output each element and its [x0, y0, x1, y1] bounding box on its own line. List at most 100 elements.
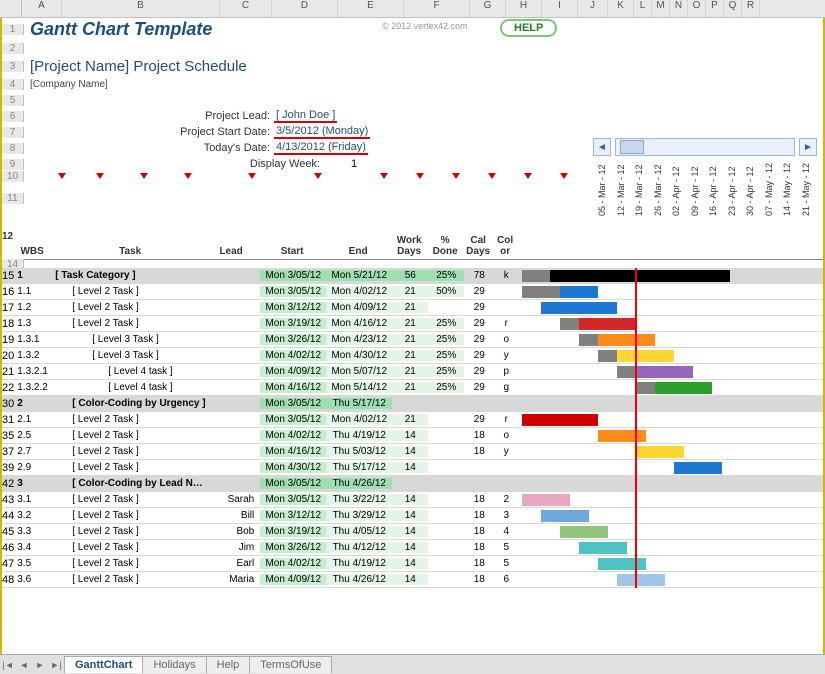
cell-color[interactable]: r [494, 318, 518, 329]
nav-slider[interactable] [615, 138, 795, 156]
cell-color[interactable]: o [494, 334, 518, 345]
cell-start[interactable]: Mon 3/05/12 [260, 270, 326, 281]
tab-nav-last[interactable]: ►| [48, 660, 64, 670]
cell-workdays[interactable]: 14 [392, 462, 428, 473]
cell-task[interactable]: [ Color-Coding by Lead Name ] [52, 478, 210, 489]
cell-wbs[interactable]: 3.4 [14, 542, 52, 553]
col-letter[interactable]: K [608, 0, 634, 17]
cell-end[interactable]: Mon 5/07/12 [326, 366, 392, 377]
tab-nav-next[interactable]: ► [32, 660, 48, 670]
table-row[interactable]: 433.1[ Level 2 Task ]SarahMon 3/05/12Thu… [2, 492, 823, 508]
cell-lead[interactable]: Bill [210, 510, 260, 521]
cell-end[interactable]: Thu 5/17/12 [326, 462, 392, 473]
cell-end[interactable]: Mon 4/09/12 [326, 302, 392, 313]
nav-slider-thumb[interactable] [620, 140, 644, 154]
col-letter[interactable]: F [404, 0, 470, 17]
display-week-value[interactable]: 1 [324, 158, 384, 170]
cell-task[interactable]: [ Level 2 Task ] [52, 318, 210, 329]
project-lead-value[interactable]: [ John Doe ] [274, 109, 337, 123]
cell-task[interactable]: [ Level 2 Task ] [52, 302, 210, 313]
cell-start[interactable]: Mon 3/26/12 [260, 542, 326, 553]
cell-workdays[interactable]: 14 [392, 446, 428, 457]
cell-pctdone[interactable]: 25% [428, 318, 464, 329]
cell-workdays[interactable]: 21 [392, 366, 428, 377]
cell-color[interactable]: 4 [494, 526, 518, 537]
table-row[interactable]: 211.3.2.1[ Level 4 task ]Mon 4/09/12Mon … [2, 364, 823, 380]
table-row[interactable]: 171.2[ Level 2 Task ]Mon 3/12/12Mon 4/09… [2, 300, 823, 316]
cell-start[interactable]: Mon 4/09/12 [260, 574, 326, 585]
cell-start[interactable]: Mon 3/05/12 [260, 494, 326, 505]
cell-pctdone[interactable]: 25% [428, 382, 464, 393]
table-row[interactable]: 463.4[ Level 2 Task ]JimMon 3/26/12Thu 4… [2, 540, 823, 556]
table-row[interactable]: 151[ Task Category ]Mon 3/05/12Mon 5/21/… [2, 268, 823, 284]
cell-start[interactable]: Mon 3/26/12 [260, 334, 326, 345]
table-row[interactable]: 352.5[ Level 2 Task ]Mon 4/02/12Thu 4/19… [2, 428, 823, 444]
cell-color[interactable]: 5 [494, 542, 518, 553]
cell-wbs[interactable]: 1 [14, 270, 52, 281]
cell-lead[interactable]: Earl [210, 558, 260, 569]
cell-task[interactable]: [ Level 2 Task ] [52, 286, 210, 297]
cell-pctdone[interactable]: 25% [428, 270, 464, 281]
cell-caldays[interactable]: 18 [464, 446, 494, 457]
today-date-value[interactable]: 4/13/2012 (Friday) [274, 141, 368, 155]
cell-workdays[interactable]: 14 [392, 494, 428, 505]
cell-end[interactable]: Thu 4/19/12 [326, 558, 392, 569]
tab-nav-prev[interactable]: ◄ [16, 660, 32, 670]
sheet-tab[interactable]: TermsOfUse [249, 656, 332, 673]
cell-task[interactable]: [ Level 2 Task ] [52, 558, 210, 569]
cell-caldays[interactable]: 18 [464, 430, 494, 441]
col-letter[interactable]: M [652, 0, 670, 17]
cell-workdays[interactable]: 14 [392, 558, 428, 569]
cell-caldays[interactable]: 29 [464, 382, 494, 393]
cell-wbs[interactable]: 1.1 [14, 286, 52, 297]
cell-end[interactable]: Mon 4/02/12 [326, 414, 392, 425]
cell-end[interactable]: Thu 4/26/12 [326, 574, 392, 585]
cell-workdays[interactable]: 21 [392, 414, 428, 425]
cell-workdays[interactable]: 21 [392, 286, 428, 297]
cell-workdays[interactable]: 14 [392, 510, 428, 521]
cell-color[interactable]: g [494, 382, 518, 393]
col-letter[interactable]: P [706, 0, 724, 17]
col-letter[interactable]: B [62, 0, 220, 17]
cell-caldays[interactable]: 29 [464, 286, 494, 297]
cell-wbs[interactable]: 3 [14, 478, 52, 489]
cell-start[interactable]: Mon 4/02/12 [260, 558, 326, 569]
cell-workdays[interactable]: 56 [392, 270, 428, 281]
cell-lead[interactable]: Jim [210, 542, 260, 553]
col-letter[interactable]: L [634, 0, 652, 17]
cell-task[interactable]: [ Level 2 Task ] [52, 414, 210, 425]
cell-task[interactable]: [ Level 2 Task ] [52, 446, 210, 457]
cell-caldays[interactable]: 18 [464, 542, 494, 553]
cell-color[interactable]: 2 [494, 494, 518, 505]
cell-color[interactable]: y [494, 446, 518, 457]
cell-wbs[interactable]: 2.7 [14, 446, 52, 457]
cell-end[interactable]: Thu 4/05/12 [326, 526, 392, 537]
col-letter[interactable]: G [470, 0, 506, 17]
cell-pctdone[interactable]: 25% [428, 366, 464, 377]
cell-caldays[interactable]: 29 [464, 350, 494, 361]
table-row[interactable]: 443.2[ Level 2 Task ]BillMon 3/12/12Thu … [2, 508, 823, 524]
col-letter[interactable]: I [542, 0, 578, 17]
table-row[interactable]: 191.3.1[ Level 3 Task ]Mon 3/26/12Mon 4/… [2, 332, 823, 348]
cell-wbs[interactable]: 2.9 [14, 462, 52, 473]
table-row[interactable]: 181.3[ Level 2 Task ]Mon 3/19/12Mon 4/16… [2, 316, 823, 332]
cell-caldays[interactable]: 18 [464, 558, 494, 569]
cell-task[interactable]: [ Level 2 Task ] [52, 462, 210, 473]
cell-wbs[interactable]: 3.1 [14, 494, 52, 505]
table-row[interactable]: 312.1[ Level 2 Task ]Mon 3/05/12Mon 4/02… [2, 412, 823, 428]
cell-task[interactable]: [ Level 2 Task ] [52, 526, 210, 537]
col-letter[interactable]: N [670, 0, 688, 17]
cell-caldays[interactable]: 29 [464, 366, 494, 377]
col-letter[interactable]: A [22, 0, 62, 17]
cell-wbs[interactable]: 3.3 [14, 526, 52, 537]
cell-end[interactable]: Thu 4/19/12 [326, 430, 392, 441]
col-letter[interactable]: H [506, 0, 542, 17]
sheet-tab[interactable]: Help [206, 656, 251, 673]
cell-start[interactable]: Mon 3/05/12 [260, 414, 326, 425]
cell-end[interactable]: Mon 4/30/12 [326, 350, 392, 361]
cell-start[interactable]: Mon 3/19/12 [260, 526, 326, 537]
table-row[interactable]: 161.1[ Level 2 Task ]Mon 3/05/12Mon 4/02… [2, 284, 823, 300]
cell-end[interactable]: Mon 5/21/12 [326, 270, 392, 281]
sheet-tab[interactable]: Holidays [142, 656, 206, 673]
cell-end[interactable]: Mon 4/16/12 [326, 318, 392, 329]
